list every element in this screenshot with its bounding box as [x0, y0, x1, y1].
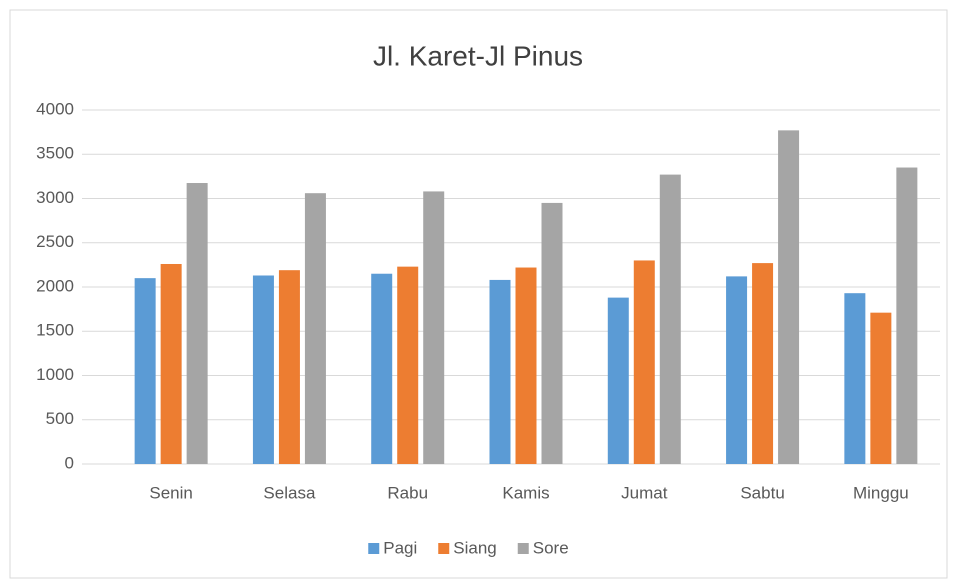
bar — [659, 174, 681, 465]
chart-title: Jl. Karet-Jl Pinus — [373, 40, 583, 71]
bar — [752, 263, 774, 464]
bar — [515, 267, 537, 464]
x-tick-label: Kamis — [502, 483, 549, 502]
legend-swatch — [438, 543, 450, 554]
y-tick-label: 3500 — [36, 144, 74, 163]
bar — [186, 183, 208, 464]
y-tick-label: 2500 — [36, 232, 74, 251]
legend-swatch — [517, 543, 529, 554]
y-tick-label: 3000 — [36, 188, 74, 207]
bar — [252, 275, 274, 464]
legend-label: Siang — [453, 538, 496, 557]
bar — [489, 279, 511, 464]
y-tick-label: 500 — [46, 409, 74, 428]
bar — [607, 297, 629, 464]
bar — [160, 263, 182, 464]
bar — [397, 266, 419, 464]
bar — [371, 273, 393, 464]
bar — [870, 312, 892, 464]
bar — [278, 270, 300, 464]
bar — [633, 260, 655, 464]
bar — [423, 191, 445, 465]
x-tick-label: Rabu — [387, 483, 428, 502]
bar — [778, 130, 800, 465]
y-tick-label: 1000 — [36, 365, 74, 384]
bar — [844, 293, 866, 464]
x-tick-label: Jumat — [621, 483, 668, 502]
x-tick-label: Sabtu — [740, 483, 784, 502]
x-tick-label: Senin — [149, 483, 192, 502]
legend-label: Pagi — [383, 538, 417, 557]
legend-swatch — [368, 543, 380, 554]
y-tick-label: 0 — [65, 453, 74, 472]
y-tick-label: 1500 — [36, 321, 74, 340]
bar — [541, 202, 563, 465]
legend-label: Sore — [533, 538, 569, 557]
y-tick-label: 4000 — [36, 99, 74, 118]
bar — [726, 276, 748, 464]
y-tick-label: 2000 — [36, 276, 74, 295]
x-tick-label: Selasa — [263, 483, 316, 502]
bar — [304, 193, 326, 464]
bar — [134, 278, 156, 464]
bar — [896, 167, 918, 464]
x-tick-label: Minggu — [853, 483, 909, 502]
